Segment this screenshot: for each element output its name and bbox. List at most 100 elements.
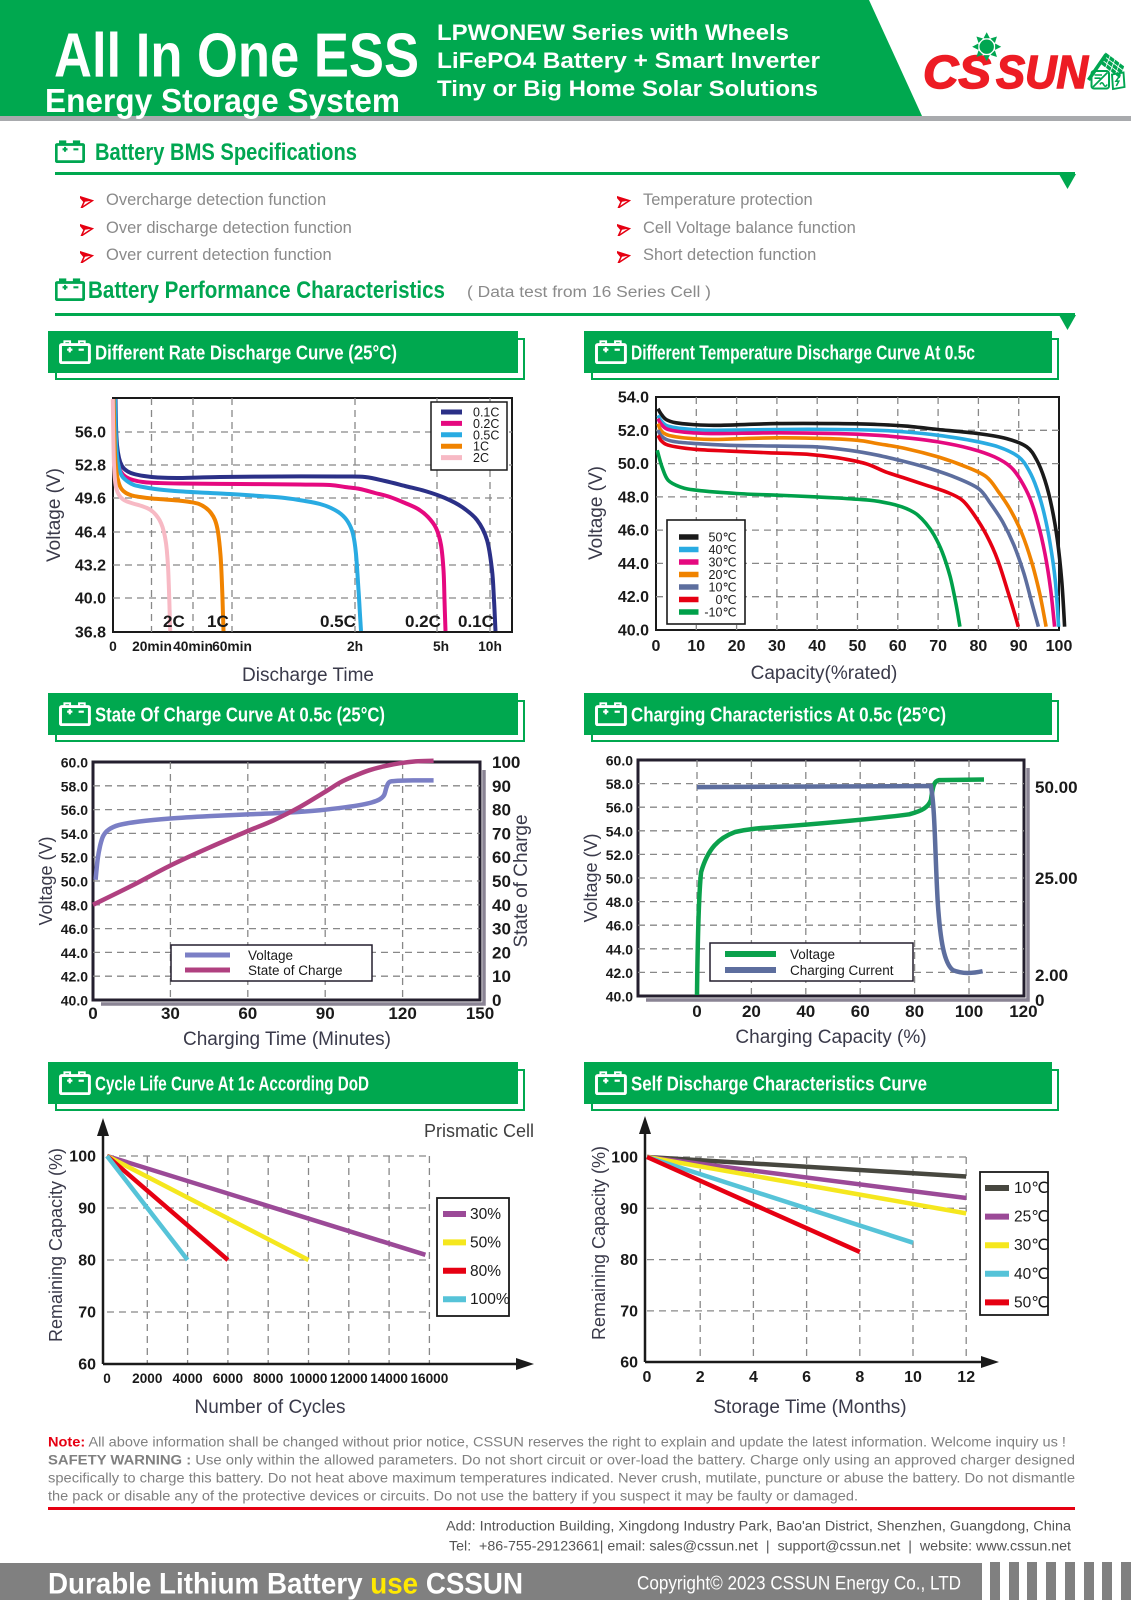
svg-text:Add: Introduction Building, Xi: Add: Introduction Building, Xingdong Ind… [446, 1518, 1072, 1533]
svg-text:12000: 12000 [330, 1371, 368, 1386]
svg-text:Different Temperature Discharg: Different Temperature Discharge Curve At… [631, 342, 975, 365]
svg-text:5h: 5h [433, 639, 449, 654]
svg-text:40.0: 40.0 [61, 993, 88, 1009]
svg-text:100: 100 [69, 1149, 96, 1166]
svg-text:49.6: 49.6 [75, 491, 106, 508]
svg-text:State of Charge: State of Charge [511, 814, 532, 947]
svg-text:58.0: 58.0 [606, 776, 633, 792]
svg-text:0: 0 [652, 638, 661, 655]
svg-text:80: 80 [78, 1253, 96, 1270]
svg-text:50℃: 50℃ [709, 530, 737, 544]
svg-text:Charging Time (Minutes): Charging Time (Minutes) [183, 1029, 391, 1050]
svg-text:100: 100 [1046, 638, 1073, 655]
svg-text:52.0: 52.0 [618, 423, 649, 440]
svg-text:80: 80 [970, 638, 988, 655]
svg-text:6000: 6000 [213, 1371, 243, 1386]
svg-text:8: 8 [855, 1369, 864, 1386]
svg-text:120: 120 [1009, 1002, 1037, 1021]
svg-text:150: 150 [466, 1004, 494, 1023]
svg-text:0: 0 [109, 639, 117, 654]
svg-text:40.0: 40.0 [606, 989, 633, 1005]
svg-text:44.0: 44.0 [606, 941, 633, 957]
svg-text:60: 60 [492, 848, 511, 867]
svg-text:120: 120 [388, 1004, 416, 1023]
svg-text:80: 80 [905, 1002, 924, 1021]
svg-text:Battery BMS Specifications: Battery BMS Specifications [95, 139, 357, 166]
svg-text:25℃: 25℃ [1014, 1209, 1049, 1226]
svg-text:46.0: 46.0 [606, 918, 633, 934]
svg-text:10: 10 [687, 638, 705, 655]
svg-text:0: 0 [492, 991, 501, 1010]
svg-text:60: 60 [889, 638, 907, 655]
svg-text:54.0: 54.0 [61, 826, 88, 842]
svg-text:25.00: 25.00 [1035, 869, 1078, 888]
svg-text:Cycle Life Curve At 1c Accordi: Cycle Life Curve At 1c According DoD [95, 1073, 369, 1096]
svg-text:0: 0 [103, 1371, 111, 1386]
svg-text:42.0: 42.0 [606, 965, 633, 981]
svg-text:Copyright© 2023 CSSUN Energy C: Copyright© 2023 CSSUN Energy Co., LTD [637, 1573, 961, 1594]
svg-text:50.0: 50.0 [606, 871, 633, 887]
svg-text:Voltage (V): Voltage (V) [586, 466, 607, 560]
svg-text:54.0: 54.0 [618, 390, 649, 407]
svg-text:90: 90 [78, 1201, 96, 1218]
svg-text:8000: 8000 [253, 1371, 283, 1386]
svg-text:Battery Performance Characteri: Battery Performance Characteristics [88, 277, 445, 304]
svg-text:50: 50 [492, 872, 511, 891]
svg-text:20: 20 [742, 1002, 761, 1021]
svg-text:0.5C: 0.5C [473, 428, 499, 442]
svg-text:10h: 10h [478, 639, 502, 654]
svg-text:Charging Current: Charging Current [790, 963, 894, 978]
svg-text:90: 90 [1010, 638, 1028, 655]
svg-text:10: 10 [492, 967, 511, 986]
svg-text:Voltage: Voltage [248, 948, 293, 963]
svg-text:the pack or disable any of the: the pack or disable any of the protectiv… [48, 1488, 858, 1503]
svg-text:60: 60 [78, 1357, 96, 1374]
svg-text:-10℃: -10℃ [704, 605, 736, 619]
svg-text:48.0: 48.0 [61, 897, 88, 913]
svg-text:12: 12 [957, 1369, 975, 1386]
svg-text:0.2C: 0.2C [473, 417, 499, 431]
svg-text:20: 20 [492, 943, 511, 962]
svg-text:56.0: 56.0 [75, 425, 106, 442]
svg-text:80: 80 [620, 1252, 638, 1269]
svg-text:80: 80 [492, 801, 511, 820]
svg-text:46.0: 46.0 [61, 921, 88, 937]
svg-text:30: 30 [161, 1004, 180, 1023]
svg-text:Energy Storage System: Energy Storage System [45, 82, 400, 119]
svg-text:70: 70 [492, 824, 511, 843]
svg-text:0: 0 [692, 1002, 701, 1021]
svg-text:Remaining Capacity (%): Remaining Capacity (%) [589, 1146, 609, 1340]
svg-text:Number of Cycles: Number of Cycles [195, 1397, 346, 1418]
svg-text:2C: 2C [163, 612, 185, 631]
svg-text:30%: 30% [470, 1206, 501, 1223]
svg-text:40℃: 40℃ [1014, 1266, 1049, 1283]
svg-text:6: 6 [802, 1369, 811, 1386]
svg-text:90: 90 [620, 1201, 638, 1218]
svg-text:43.2: 43.2 [75, 558, 106, 575]
svg-text:40.0: 40.0 [618, 623, 649, 640]
svg-text:30℃: 30℃ [709, 555, 737, 569]
svg-text:40: 40 [808, 638, 826, 655]
svg-text:State Of Charge Curve At 0.5c: State Of Charge Curve At 0.5c (25°C) [95, 704, 385, 727]
svg-text:70: 70 [620, 1303, 638, 1320]
svg-text:1C: 1C [207, 612, 229, 631]
svg-text:LPWONEW Series with Wheels: LPWONEW Series with Wheels [437, 20, 789, 45]
svg-text:20: 20 [728, 638, 746, 655]
svg-text:20min: 20min [132, 639, 172, 654]
svg-text:4: 4 [749, 1369, 758, 1386]
svg-text:60.0: 60.0 [606, 753, 633, 769]
svg-text:52.0: 52.0 [606, 847, 633, 863]
svg-text:Note: All above information sh: Note: All above information shall be cha… [48, 1434, 1066, 1449]
svg-text:30: 30 [768, 638, 786, 655]
svg-text:2000: 2000 [132, 1371, 162, 1386]
svg-text:Voltage (V): Voltage (V) [581, 833, 601, 922]
svg-text:56.0: 56.0 [606, 800, 633, 816]
svg-text:10℃: 10℃ [709, 580, 737, 594]
svg-text:20℃: 20℃ [709, 568, 737, 582]
svg-text:14000: 14000 [370, 1371, 408, 1386]
svg-text:90: 90 [492, 777, 511, 796]
svg-text:100%: 100% [470, 1291, 510, 1308]
svg-text:2h: 2h [347, 639, 363, 654]
svg-text:44.0: 44.0 [61, 945, 88, 961]
svg-text:All In One ESS: All In One ESS [54, 21, 419, 90]
